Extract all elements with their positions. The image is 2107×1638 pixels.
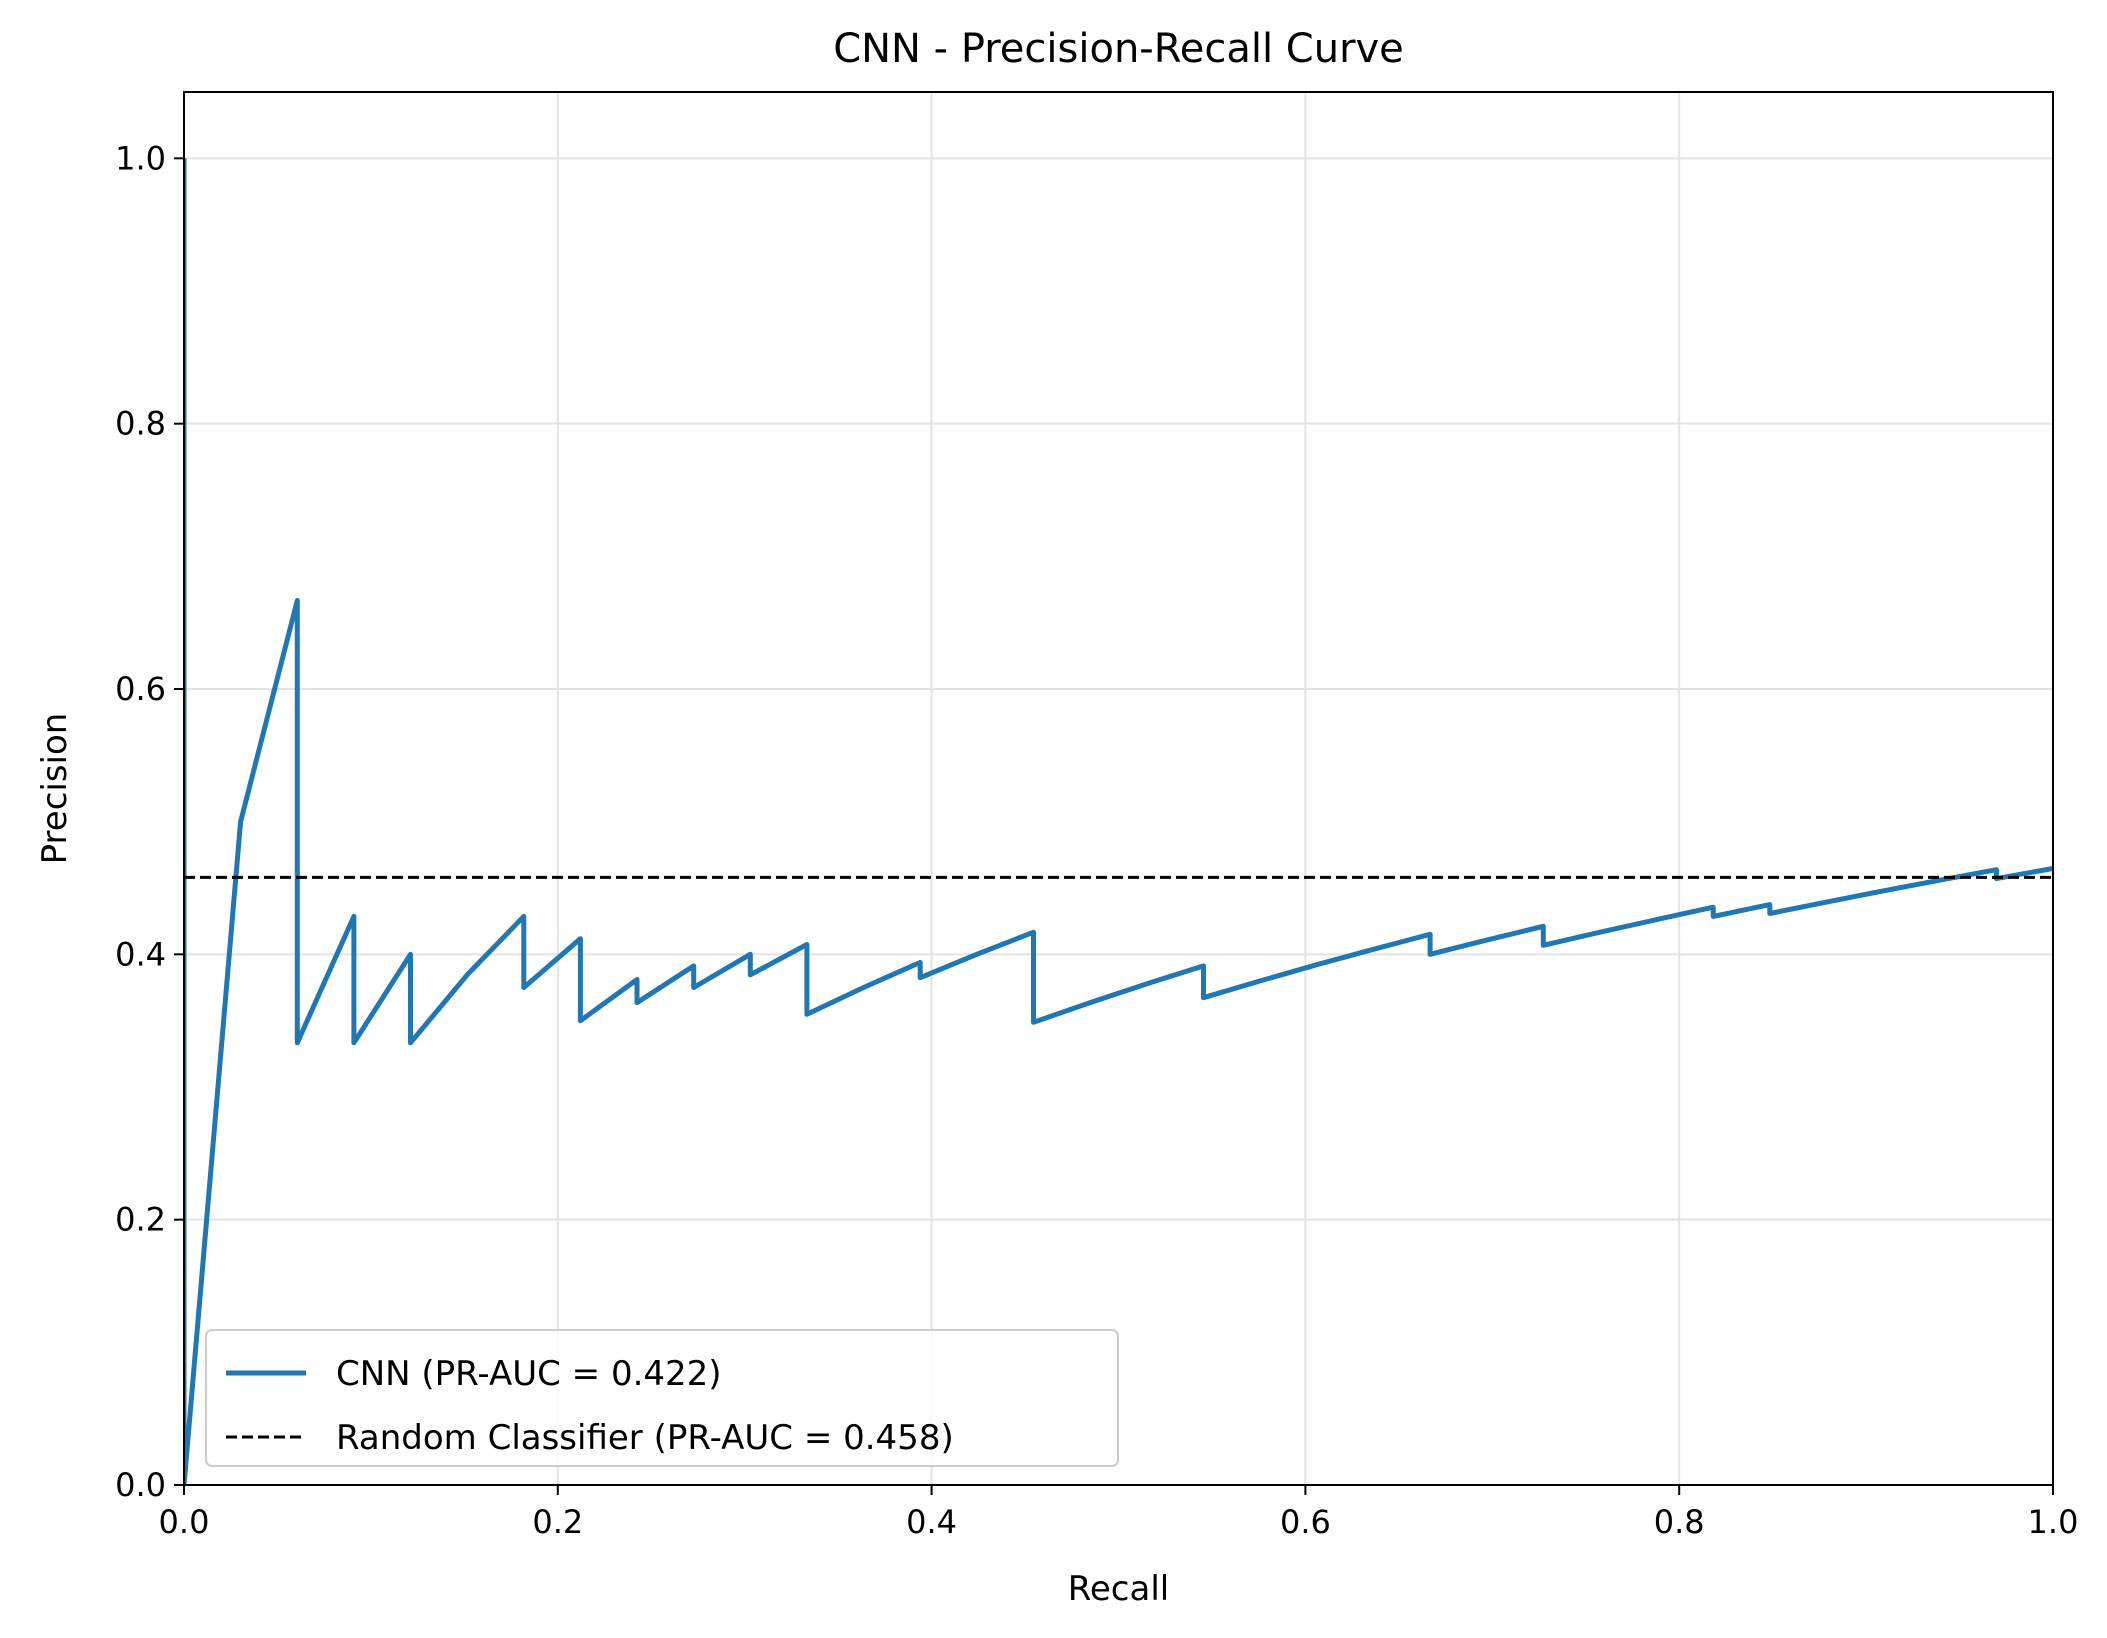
y-axis-title: Precision	[35, 713, 75, 865]
x-tick-label: 0.6	[1280, 1503, 1331, 1541]
legend: CNN (PR-AUC = 0.422) Random Classifier (P…	[205, 1329, 1119, 1467]
x-tick-label: 0.2	[532, 1503, 583, 1541]
grid	[183, 92, 2054, 1486]
plot-frame	[183, 91, 2054, 1486]
cnn-pr-curve	[184, 158, 2053, 1485]
legend-box	[205, 1329, 1119, 1467]
legend-label: Random Classifier (PR-AUC = 0.458)	[336, 1418, 954, 1458]
x-tick-label: 0.4	[906, 1503, 957, 1541]
x-tick-label: 0.0	[159, 1503, 210, 1541]
y-tick-label: 0.4	[115, 935, 166, 973]
x-axis-title: Recall	[1068, 1569, 1169, 1609]
legend-label: CNN (PR-AUC = 0.422)	[336, 1354, 722, 1394]
chart-title: CNN - Precision-Recall Curve	[833, 26, 1404, 72]
y-tick-label: 0.6	[115, 670, 166, 708]
x-tick-label: 0.8	[1654, 1503, 1705, 1541]
y-tick-label: 0.8	[115, 405, 166, 443]
series-layer	[184, 158, 2053, 1485]
x-tick-label: 1.0	[2028, 1503, 2079, 1541]
y-tick-label: 1.0	[115, 139, 166, 177]
y-tick-label: 0.2	[115, 1201, 166, 1239]
axis-ticks: 0.0 0.2 0.4 0.6 0.8 1.0 0.0 0.2 0.4 0.6 0.8 1.0	[115, 139, 2078, 1541]
y-tick-label: 0.0	[115, 1466, 166, 1504]
